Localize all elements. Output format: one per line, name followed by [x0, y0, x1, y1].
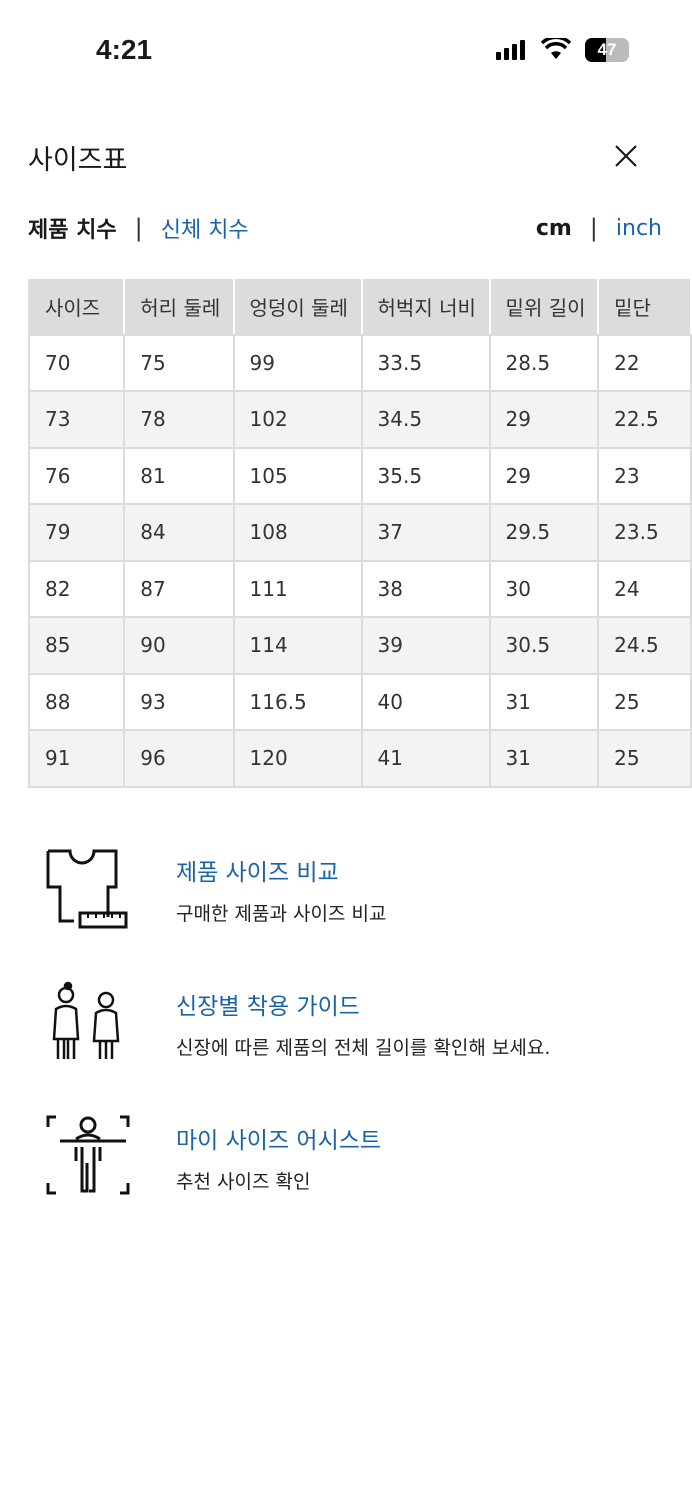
table-cell: 24.5	[597, 616, 692, 675]
unit-inch[interactable]: inch	[615, 215, 662, 241]
battery-icon: 47	[585, 38, 629, 62]
column-header: 사이즈	[28, 277, 126, 336]
link-title[interactable]: 마이 사이즈 어시스트	[176, 1128, 382, 1154]
table-cell: 81	[123, 446, 235, 505]
column-header: 밑단	[597, 277, 692, 336]
status-time: 4:21	[96, 34, 153, 65]
wifi-icon	[541, 38, 571, 59]
table-cell: 25	[597, 729, 692, 788]
page-title: 사이즈표	[28, 145, 128, 176]
table-cell: 34.5	[360, 390, 491, 449]
table-cell: 37	[360, 503, 491, 562]
table-cell: 96	[123, 729, 235, 788]
table-cell: 29	[488, 390, 600, 449]
link-description: 신장에 따른 제품의 전체 길이를 확인해 보세요.	[176, 1037, 551, 1059]
table-row: 73 78 102 34.5 29 22.5	[28, 390, 692, 449]
table-cell: 76	[28, 446, 126, 505]
table-cell: 73	[28, 390, 126, 449]
tab-product-dimensions[interactable]: 제품 치수	[28, 218, 117, 243]
unit-toggle: cm | inch	[536, 214, 662, 242]
table-cell: 24	[597, 559, 692, 618]
link-description: 구매한 제품과 사이즈 비교	[176, 903, 387, 925]
table-cell: 120	[232, 729, 363, 788]
table-row: 91 96 120 41 31 25	[28, 729, 692, 788]
table-cell: 23	[597, 446, 692, 505]
table-cell: 88	[28, 672, 126, 731]
table-cell: 84	[123, 503, 235, 562]
status-bar: 4:21 47	[0, 0, 692, 100]
battery-level: 47	[597, 40, 617, 59]
table-row: 76 81 105 35.5 29 23	[28, 446, 692, 505]
table-cell: 99	[232, 333, 363, 392]
table-cell: 93	[123, 672, 235, 731]
measurement-tabs: 제품 치수 | 신체 치수	[28, 212, 249, 244]
body-scan-icon	[46, 1115, 130, 1195]
table-cell: 111	[232, 559, 363, 618]
table-cell: 105	[232, 446, 363, 505]
divider: |	[589, 214, 598, 242]
column-header: 허리 둘레	[123, 277, 235, 336]
link-title[interactable]: 신장별 착용 가이드	[176, 994, 360, 1020]
table-cell: 23.5	[597, 503, 692, 562]
table-cell: 70	[28, 333, 126, 392]
table-cell: 90	[123, 616, 235, 675]
column-header: 허벅지 너비	[360, 277, 491, 336]
divider: |	[134, 214, 143, 242]
table-cell: 78	[123, 390, 235, 449]
column-header: 엉덩이 둘레	[232, 277, 363, 336]
table-row: 70 75 99 33.5 28.5 22	[28, 333, 692, 392]
table-cell: 30.5	[488, 616, 600, 675]
table-row: 79 84 108 37 29.5 23.5	[28, 503, 692, 562]
table-cell: 79	[28, 503, 126, 562]
table-cell: 31	[488, 672, 600, 731]
tshirt-ruler-icon	[46, 849, 128, 929]
table-cell: 41	[360, 729, 491, 788]
table-cell: 35.5	[360, 446, 491, 505]
table-cell: 33.5	[360, 333, 491, 392]
table-cell: 91	[28, 729, 126, 788]
table-cell: 40	[360, 672, 491, 731]
table-cell: 75	[123, 333, 235, 392]
table-row: 82 87 111 38 30 24	[28, 559, 692, 618]
unit-cm[interactable]: cm	[535, 215, 572, 241]
table-cell: 85	[28, 616, 126, 675]
table-cell: 22	[597, 333, 692, 392]
table-row: 88 93 116.5 40 31 25	[28, 672, 692, 731]
column-header: 밑위 길이	[488, 277, 600, 336]
table-cell: 29	[488, 446, 600, 505]
table-cell: 29.5	[488, 503, 600, 562]
table-cell: 102	[232, 390, 363, 449]
people-height-icon	[52, 981, 120, 1059]
table-cell: 116.5	[232, 672, 363, 731]
tab-body-dimensions[interactable]: 신체 치수	[160, 218, 249, 243]
table-cell: 114	[232, 616, 363, 675]
table-cell: 28.5	[488, 333, 600, 392]
table-cell: 38	[360, 559, 491, 618]
table-cell: 31	[488, 729, 600, 788]
link-description: 추천 사이즈 확인	[176, 1171, 311, 1193]
size-table[interactable]: 사이즈 허리 둘레 엉덩이 둘레 허벅지 너비 밑위 길이 밑단 70 75 99 33.5 28…	[28, 277, 692, 788]
table-cell: 22.5	[597, 390, 692, 449]
close-icon[interactable]	[610, 140, 642, 172]
signal-icon	[496, 40, 525, 60]
table-cell: 82	[28, 559, 126, 618]
table-cell: 87	[123, 559, 235, 618]
table-cell: 30	[488, 559, 600, 618]
table-cell: 25	[597, 672, 692, 731]
table-cell: 108	[232, 503, 363, 562]
table-cell: 39	[360, 616, 491, 675]
table-row: 85 90 114 39 30.5 24.5	[28, 616, 692, 675]
link-title[interactable]: 제품 사이즈 비교	[176, 860, 339, 886]
